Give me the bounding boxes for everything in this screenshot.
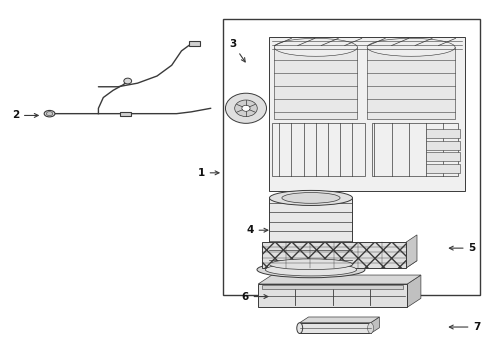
Bar (274, 47, 357, 119)
Circle shape (242, 105, 250, 111)
Polygon shape (262, 261, 417, 268)
Ellipse shape (270, 190, 352, 206)
Ellipse shape (274, 39, 357, 56)
Text: 2: 2 (12, 111, 38, 121)
Text: 7: 7 (449, 322, 481, 332)
Ellipse shape (257, 262, 365, 278)
Ellipse shape (47, 112, 53, 116)
Ellipse shape (297, 323, 303, 333)
Polygon shape (300, 317, 379, 323)
Polygon shape (407, 275, 421, 307)
Bar (426, 141, 460, 150)
Bar (300, 323, 370, 333)
Text: 5: 5 (449, 243, 476, 253)
Polygon shape (258, 275, 421, 284)
Bar (270, 198, 352, 264)
Ellipse shape (367, 39, 455, 56)
Bar (426, 130, 460, 138)
Circle shape (225, 93, 267, 123)
Circle shape (235, 100, 257, 117)
Text: 4: 4 (246, 225, 268, 235)
Ellipse shape (265, 264, 357, 276)
Ellipse shape (368, 323, 373, 333)
Bar (262, 285, 403, 289)
Ellipse shape (44, 111, 55, 117)
Ellipse shape (270, 259, 352, 270)
Bar (426, 152, 460, 161)
Bar (367, 47, 455, 119)
Text: 3: 3 (229, 39, 245, 62)
Bar (272, 123, 365, 176)
Text: 1: 1 (197, 168, 219, 178)
Ellipse shape (282, 193, 340, 203)
Polygon shape (370, 317, 379, 333)
Bar (121, 112, 131, 116)
Bar (426, 164, 460, 173)
Bar (270, 37, 465, 191)
Bar (258, 284, 407, 307)
Text: 6: 6 (242, 292, 268, 302)
Bar (372, 123, 458, 176)
Circle shape (124, 78, 132, 84)
Bar (189, 41, 199, 45)
Bar (262, 242, 406, 268)
Polygon shape (406, 235, 417, 268)
Bar (223, 19, 480, 295)
